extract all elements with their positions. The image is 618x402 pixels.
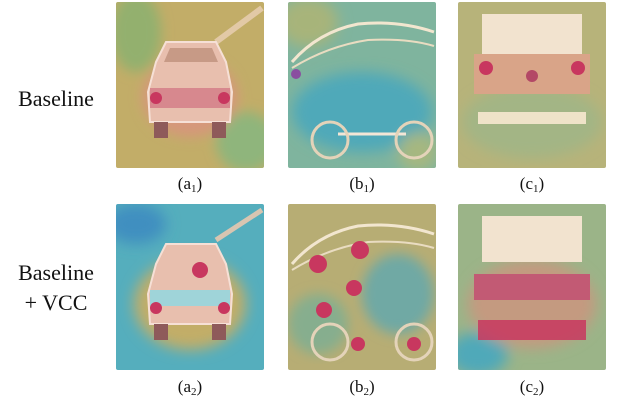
caption-a1: (a1) [177, 174, 203, 195]
caption-letter: c [525, 174, 534, 193]
heatmap-image [458, 2, 606, 168]
row-label-baseline-vcc: Baseline + VCC [0, 258, 112, 318]
caption-letter: a [183, 377, 192, 396]
caption-index: 1 [533, 183, 539, 195]
heatmap-image [288, 2, 436, 168]
caption-letter: a [183, 174, 192, 193]
heatmap-b1-side-car [288, 2, 436, 168]
row-label-line: Baseline [18, 86, 94, 111]
caption-letter: b [355, 377, 364, 396]
caption-a2: (a2) [177, 377, 203, 398]
heatmap-a1-front-car [116, 2, 264, 168]
caption-index: 2 [191, 386, 197, 398]
heatmap-a2-front-car [116, 204, 264, 370]
heatmap-image [458, 204, 606, 370]
caption-c1: (c1) [519, 174, 545, 195]
caption-index: 1 [191, 183, 197, 195]
caption-letter: b [355, 174, 364, 193]
caption-index: 2 [533, 386, 539, 398]
caption-letter: c [525, 377, 534, 396]
caption-c2: (c2) [519, 377, 545, 398]
heatmap-c1-rear-car [458, 2, 606, 168]
row-label-line: Baseline [18, 260, 94, 285]
caption-b1: (b1) [349, 174, 375, 195]
heatmap-image [288, 204, 436, 370]
caption-index: 1 [363, 183, 370, 195]
heatmap-image [116, 2, 264, 168]
caption-index: 2 [363, 386, 370, 398]
row-label-line: + VCC [24, 290, 88, 315]
heatmap-c2-rear-car [458, 204, 606, 370]
heatmap-image [116, 204, 264, 370]
caption-b2: (b2) [349, 377, 375, 398]
heatmap-b2-side-car [288, 204, 436, 370]
row-label-baseline: Baseline [0, 84, 112, 114]
